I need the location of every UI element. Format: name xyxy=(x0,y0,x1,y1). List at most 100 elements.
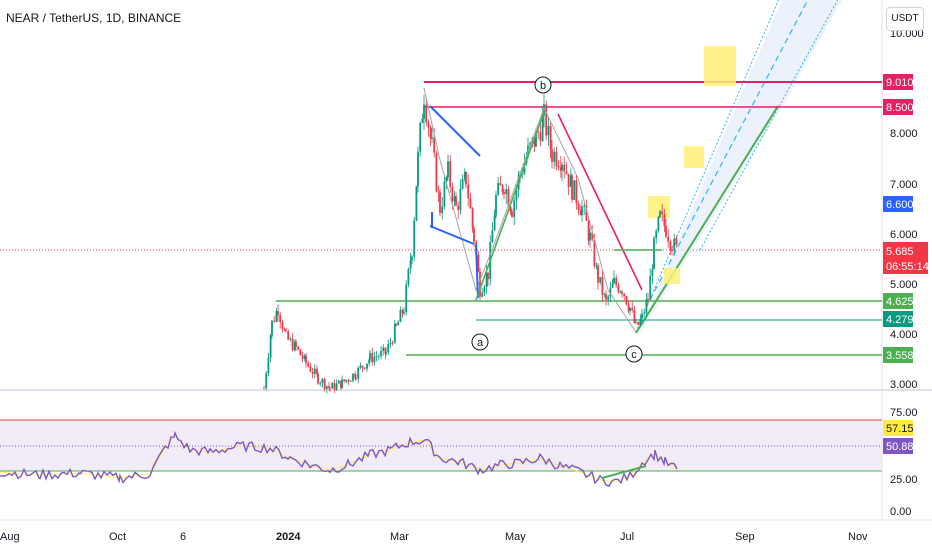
candle-body xyxy=(447,161,449,177)
candle-body xyxy=(267,357,270,374)
candle-body xyxy=(625,296,628,305)
candle-body xyxy=(395,323,397,326)
currency-button[interactable]: USDT xyxy=(886,7,924,31)
rsi-tag-ma: 57.15 xyxy=(883,420,914,436)
blue-channel-line-upper xyxy=(429,105,481,157)
candle-body xyxy=(359,365,362,368)
time-tick-6: 6 xyxy=(180,531,186,543)
blue-arrow-2 xyxy=(475,243,479,299)
candle-body xyxy=(653,238,655,270)
rsi-ma-line xyxy=(0,435,678,483)
candle-body xyxy=(661,211,664,215)
candle-body xyxy=(305,355,307,364)
candle-body xyxy=(369,352,371,360)
svg-text:57.15: 57.15 xyxy=(886,423,914,435)
candle-body xyxy=(397,322,400,326)
channel-mid xyxy=(649,0,809,301)
svg-text:9.010: 9.010 xyxy=(886,77,914,89)
candle-body xyxy=(368,359,371,364)
candle-body xyxy=(271,320,273,336)
highlight-box-low xyxy=(664,268,680,284)
rsi-divergence-line xyxy=(601,465,647,479)
candle-body xyxy=(543,104,545,116)
candle-body xyxy=(477,254,480,272)
time-tick-nov: Nov xyxy=(848,531,868,543)
candle-body xyxy=(277,311,279,316)
candle-body xyxy=(321,379,324,383)
candle-body xyxy=(505,189,508,195)
candle-body xyxy=(411,256,413,261)
rsi-tick-75: 75.00 xyxy=(890,407,918,419)
candle-body xyxy=(491,230,494,243)
candle-body xyxy=(619,291,622,293)
time-tick-jul: Jul xyxy=(620,531,634,543)
candle-body xyxy=(303,355,306,360)
candle-body xyxy=(599,276,602,283)
candle-body xyxy=(349,380,352,382)
wave-label-a: a xyxy=(471,333,489,351)
candle-body xyxy=(328,385,330,388)
candle-body xyxy=(601,276,604,295)
candle-body xyxy=(545,104,548,136)
svg-text:b: b xyxy=(540,80,546,92)
candle-body xyxy=(557,166,560,168)
channel-outer xyxy=(699,0,839,251)
candle-body xyxy=(309,366,312,372)
svg-text:50.88: 50.88 xyxy=(886,441,914,453)
candle-body xyxy=(295,341,297,347)
candle-body xyxy=(387,344,390,353)
time-tick-mar: Mar xyxy=(390,531,409,543)
candle-body xyxy=(405,284,408,313)
channel-lower xyxy=(635,105,779,334)
candle-body xyxy=(279,315,282,323)
candle-body xyxy=(459,188,462,210)
candle-body xyxy=(311,371,314,374)
candle-body xyxy=(615,277,618,285)
candle-body xyxy=(617,284,620,292)
candle-body xyxy=(354,373,357,379)
candle-body xyxy=(585,206,588,221)
candle-body xyxy=(635,321,637,323)
candle-body xyxy=(366,363,368,369)
candle-body xyxy=(301,355,304,360)
svg-text:6.600: 6.600 xyxy=(886,199,914,211)
candle-body xyxy=(297,346,300,350)
candle-body xyxy=(549,125,552,150)
time-tick-2024: 2024 xyxy=(276,531,301,543)
price-tag-8500: 8.500 xyxy=(883,99,914,115)
candle-body xyxy=(483,287,486,293)
candle-body xyxy=(415,186,418,221)
price-tag-last: 5.685 06:55:14 xyxy=(883,242,929,274)
candle-body xyxy=(455,196,457,206)
candle-body xyxy=(361,365,364,368)
candle-body xyxy=(384,347,387,354)
candle-body xyxy=(463,171,466,180)
candle-body xyxy=(579,210,582,216)
candle-body xyxy=(499,183,502,186)
candle-body xyxy=(669,241,672,250)
candle-body xyxy=(581,206,583,216)
candle-body xyxy=(317,373,319,384)
wave-label-c: c xyxy=(625,345,643,363)
candle-body xyxy=(547,125,550,136)
candle-body xyxy=(449,161,452,187)
candle-body xyxy=(347,379,350,382)
svg-text:a: a xyxy=(477,337,484,349)
candle-body xyxy=(375,356,378,358)
candle-body xyxy=(643,312,646,314)
candle-body xyxy=(307,363,310,367)
candle-body xyxy=(651,269,654,276)
candle-body xyxy=(283,329,286,331)
candle-body xyxy=(637,321,640,325)
candle-body xyxy=(583,206,586,207)
candle-body xyxy=(285,330,287,332)
candle-body xyxy=(453,196,456,202)
candle-body xyxy=(293,341,296,351)
candle-body xyxy=(382,347,385,351)
candle-body xyxy=(597,265,599,283)
candle-body xyxy=(423,104,425,119)
candle-body xyxy=(559,167,562,171)
candle-body xyxy=(313,368,316,374)
candle-body xyxy=(465,171,467,185)
